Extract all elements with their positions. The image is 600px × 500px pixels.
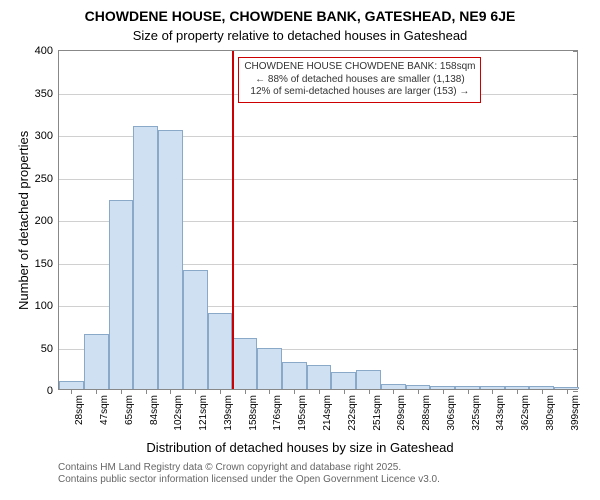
x-tick-label: 380sqm: [545, 395, 556, 431]
x-tick-label: 195sqm: [297, 395, 308, 431]
annotation-box: CHOWDENE HOUSE CHOWDENE BANK: 158sqm← 88…: [238, 57, 481, 103]
x-tick-label: 176sqm: [272, 395, 283, 431]
histogram-bar: [158, 130, 183, 389]
x-tick-label: 399sqm: [570, 395, 581, 431]
x-tick-label: 47sqm: [99, 395, 110, 425]
y-tick-label: 100: [35, 300, 53, 312]
y-tick-label: 50: [41, 343, 53, 355]
y-tick-label: 200: [35, 215, 53, 227]
plot-area: 05010015020025030035040028sqm47sqm65sqm8…: [58, 50, 578, 390]
histogram-bar: [307, 365, 332, 389]
histogram-bar: [59, 381, 84, 390]
attribution-line2: Contains public sector information licen…: [58, 474, 600, 485]
x-tick-label: 232sqm: [347, 395, 358, 431]
y-tick-label: 400: [35, 45, 53, 57]
y-tick-label: 150: [35, 258, 53, 270]
histogram-bar: [331, 372, 356, 389]
x-tick-label: 65sqm: [124, 395, 135, 425]
x-tick-label: 306sqm: [446, 395, 457, 431]
marker-line: [232, 51, 234, 389]
x-tick-label: 28sqm: [74, 395, 85, 425]
chart-title-line1: CHOWDENE HOUSE, CHOWDENE BANK, GATESHEAD…: [0, 8, 600, 24]
x-tick-label: 84sqm: [149, 395, 160, 425]
y-tick-label: 350: [35, 88, 53, 100]
x-tick-label: 343sqm: [495, 395, 506, 431]
histogram-bar: [282, 362, 307, 389]
attribution-line1: Contains HM Land Registry data © Crown c…: [58, 462, 600, 473]
annotation-line: 12% of semi-detached houses are larger (…: [244, 86, 475, 99]
x-tick-label: 102sqm: [173, 395, 184, 431]
histogram-bar: [183, 270, 208, 389]
x-tick-label: 214sqm: [322, 395, 333, 431]
x-tick-label: 325sqm: [471, 395, 482, 431]
x-tick-label: 121sqm: [198, 395, 209, 431]
y-axis-label: Number of detached properties: [16, 131, 31, 310]
x-tick-label: 269sqm: [396, 395, 407, 431]
x-tick-label: 158sqm: [248, 395, 259, 431]
annotation-line: ← 88% of detached houses are smaller (1,…: [244, 74, 475, 87]
x-tick-label: 251sqm: [372, 395, 383, 431]
x-tick-label: 139sqm: [223, 395, 234, 431]
histogram-bar: [133, 126, 158, 390]
y-tick-label: 300: [35, 130, 53, 142]
x-tick-label: 362sqm: [520, 395, 531, 431]
x-tick-label: 288sqm: [421, 395, 432, 431]
histogram-bar: [109, 200, 134, 389]
x-axis-label: Distribution of detached houses by size …: [0, 440, 600, 455]
histogram-bar: [356, 370, 381, 389]
histogram-bar: [208, 313, 233, 390]
histogram-bar: [84, 334, 109, 389]
histogram-bar: [257, 348, 282, 389]
annotation-line: CHOWDENE HOUSE CHOWDENE BANK: 158sqm: [244, 61, 475, 74]
y-tick-label: 0: [47, 385, 53, 397]
y-tick-label: 250: [35, 173, 53, 185]
histogram-bar: [232, 338, 257, 389]
chart-title-line2: Size of property relative to detached ho…: [0, 28, 600, 43]
